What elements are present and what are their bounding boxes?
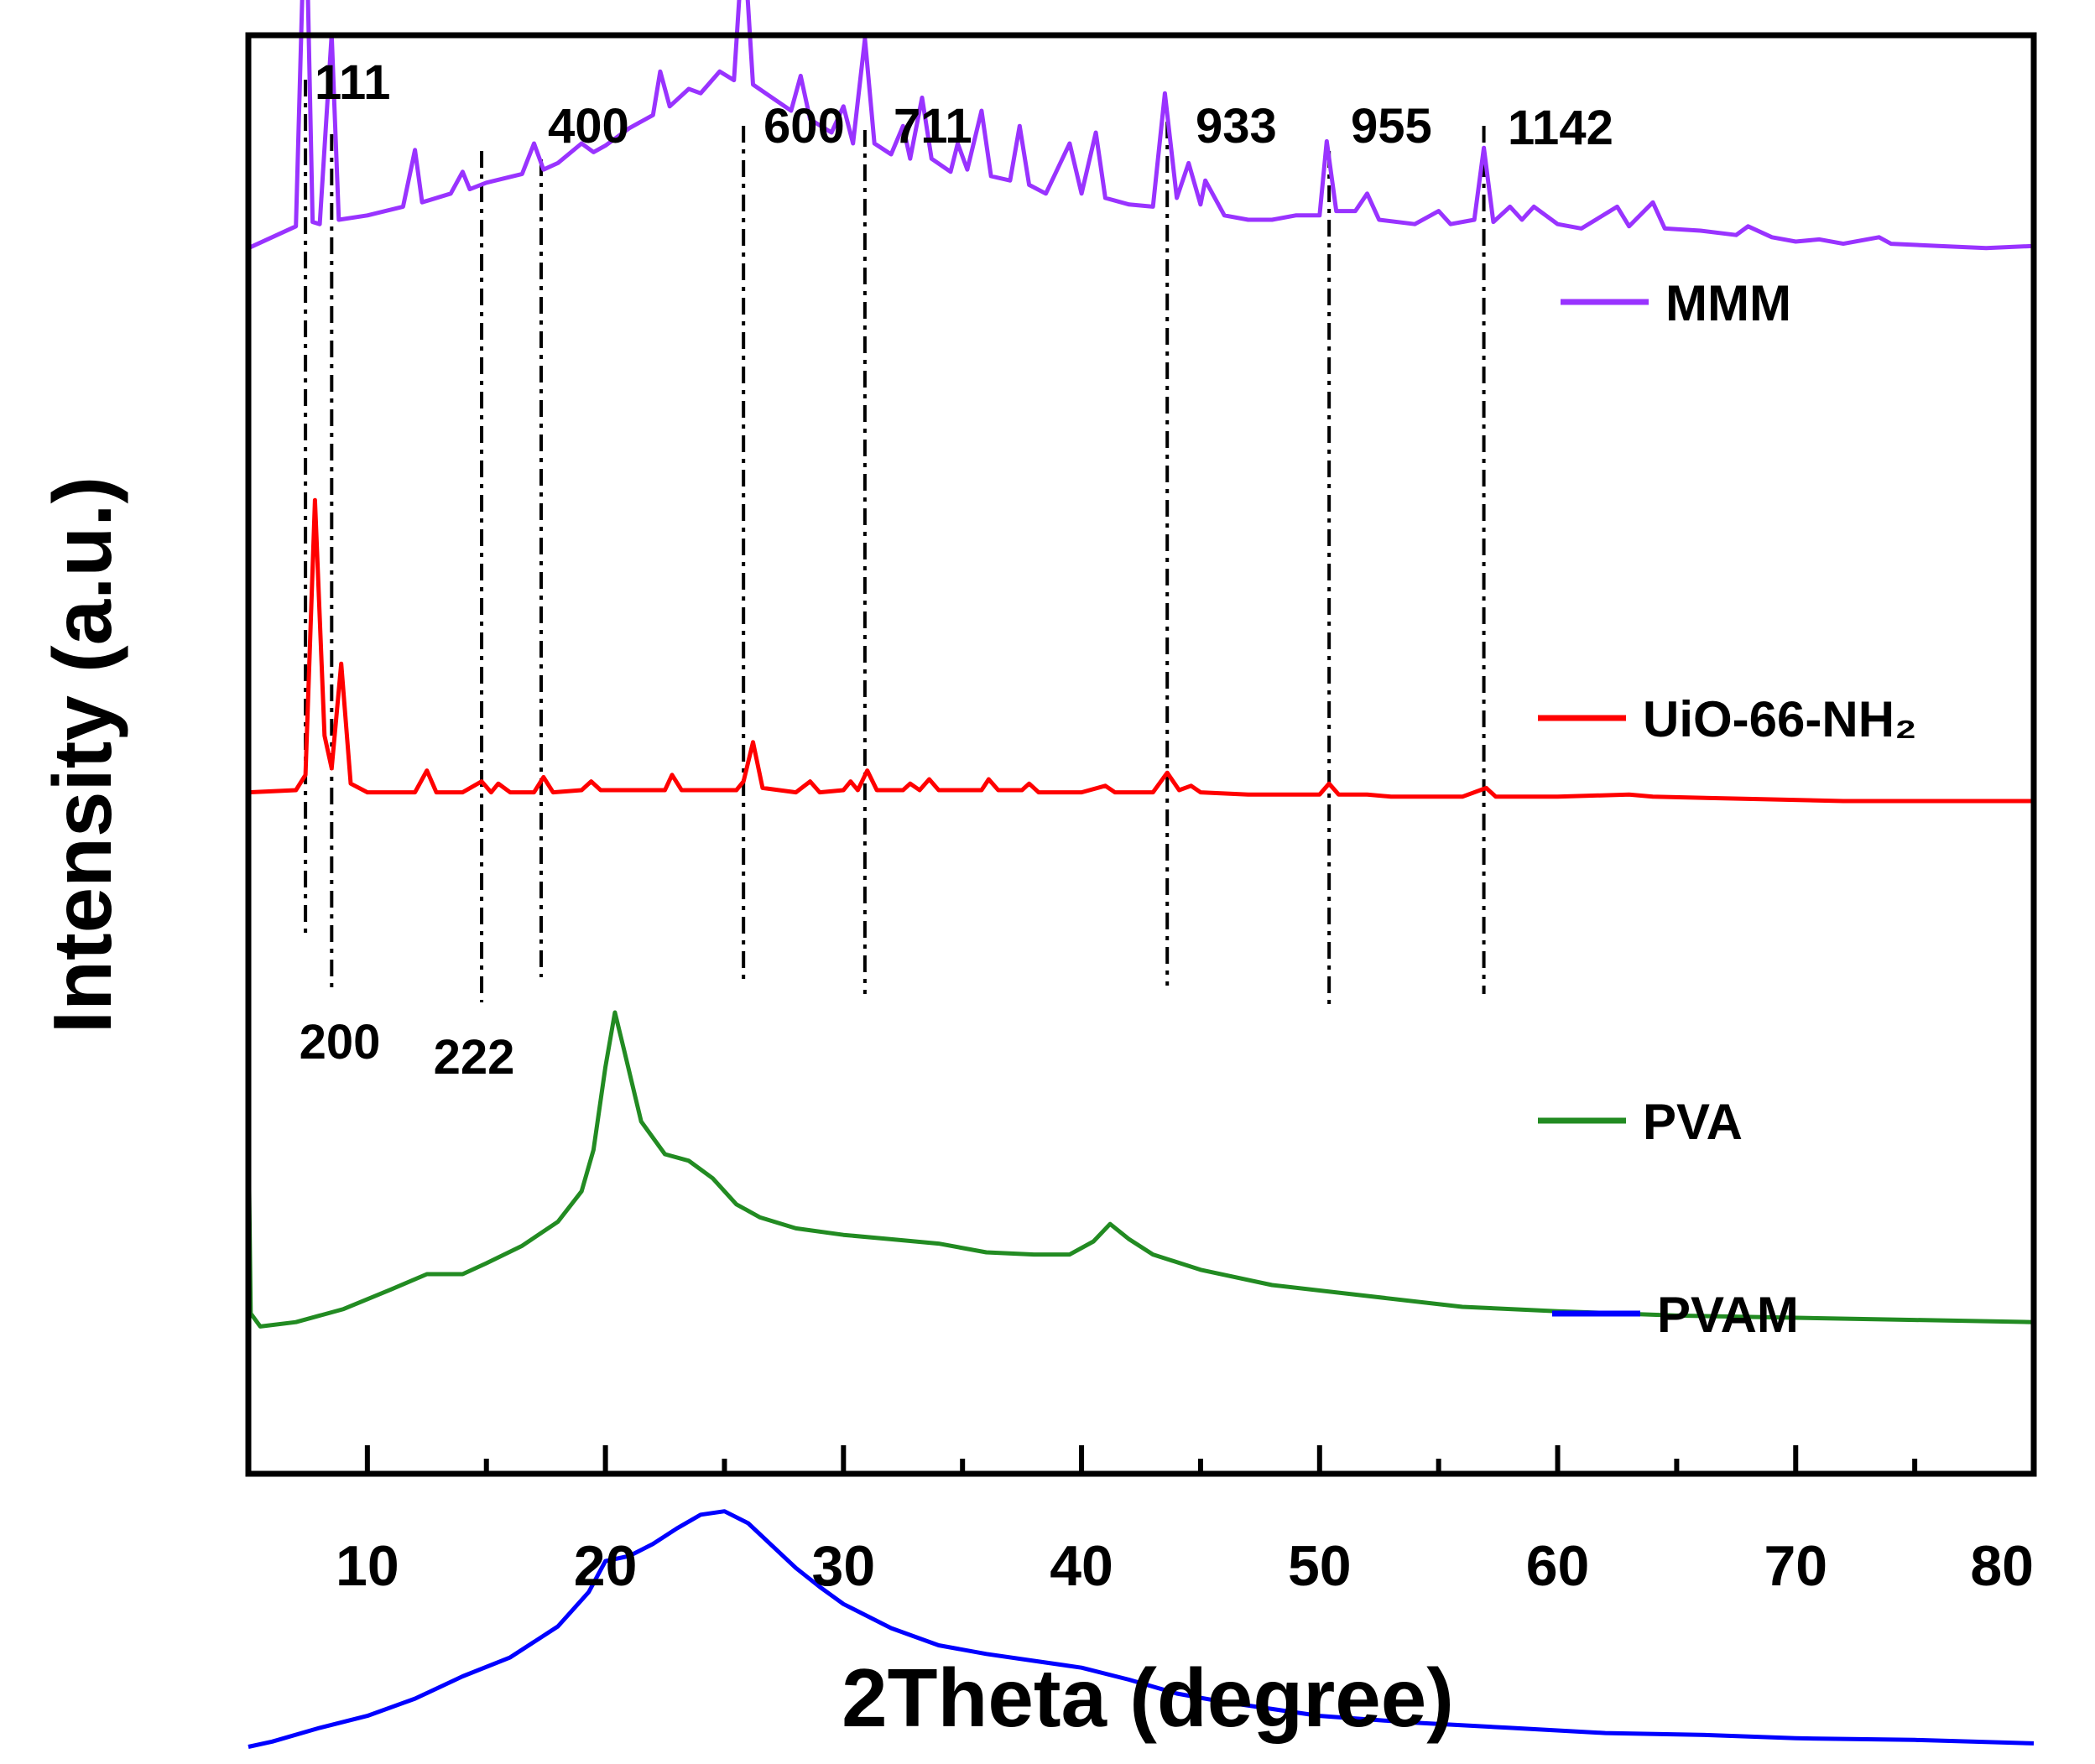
- plot-frame: [245, 32, 2037, 1477]
- x-tick-label-30: 30: [812, 1534, 876, 1598]
- peak-label-955: 955: [1351, 99, 1432, 154]
- series-3-line: [248, 1509, 2035, 1749]
- x-axis-ticks: [364, 1445, 2036, 1474]
- x-tick-label-20: 20: [574, 1534, 638, 1598]
- x-tick-label-80: 80: [1970, 1534, 2034, 1598]
- x-tick-label-40: 40: [1050, 1534, 1113, 1598]
- peak-lines: [304, 80, 1486, 1011]
- peak-label-600: 600: [763, 99, 845, 154]
- peak-label-933: 933: [1196, 99, 1277, 154]
- series-lines: [246, 0, 2035, 1749]
- series-2-legend-label: PVA: [1643, 1094, 1743, 1150]
- legend: MMM UiO-66-NH₂ PVA PVAM: [1538, 275, 1917, 1343]
- peak-label-400: 400: [548, 99, 629, 154]
- y-axis-label: Intensity (a.u.): [36, 476, 128, 1033]
- x-tick-label-60: 60: [1526, 1534, 1590, 1598]
- series-1-line: [248, 497, 2034, 804]
- peak-label-1142: 1142: [1508, 101, 1613, 155]
- x-tick-label-70: 70: [1764, 1534, 1827, 1598]
- peak-labels: 111 200 222 400 600 711 933 955 1142: [300, 55, 1613, 1085]
- series-2-line: [246, 1010, 2035, 1329]
- x-tick-label-10: 10: [336, 1534, 399, 1598]
- x-axis-tick-labels: 10 20 30 40 50 60 70 80: [336, 1534, 2034, 1598]
- series-1-legend-label: UiO-66-NH₂: [1643, 691, 1917, 747]
- series-0-line: [247, 0, 2035, 251]
- peak-label-111: 111: [315, 55, 390, 110]
- peak-label-711: 711: [894, 99, 972, 154]
- series-0-legend-label: MMM: [1665, 275, 1791, 331]
- peak-label-222: 222: [434, 1030, 515, 1085]
- x-tick-label-50: 50: [1288, 1534, 1352, 1598]
- x-axis-label: 2Theta (degree): [842, 1652, 1454, 1744]
- peak-label-200: 200: [300, 1015, 381, 1069]
- series-3-legend-label: PVAM: [1657, 1287, 1799, 1343]
